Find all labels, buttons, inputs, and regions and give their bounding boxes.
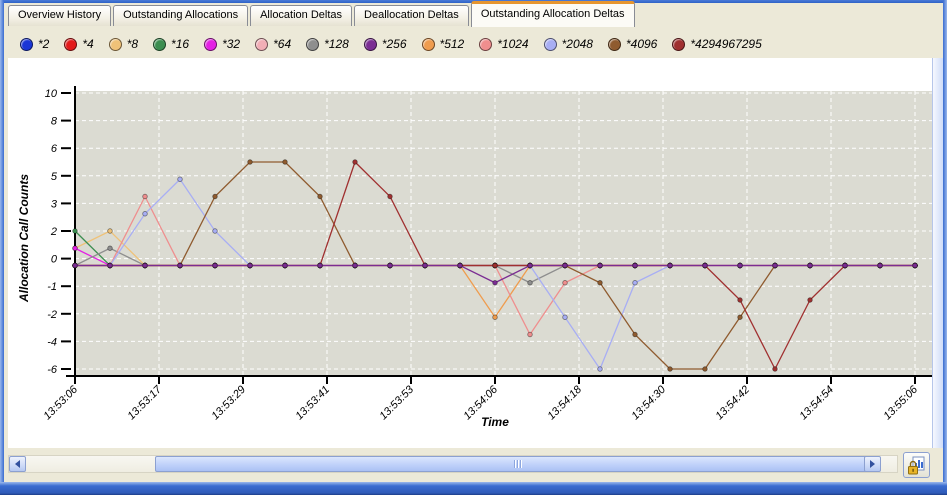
thumb-grip bbox=[517, 460, 518, 468]
window-border-bottom bbox=[0, 482, 947, 495]
tab-outstanding-allocations[interactable]: Outstanding Allocations bbox=[113, 5, 249, 26]
legend-color-dot bbox=[363, 37, 377, 51]
scrollbar-thumb[interactable] bbox=[155, 456, 880, 472]
legend-label: *4294967295 bbox=[690, 37, 762, 51]
legend-color-dot bbox=[255, 37, 269, 51]
tab-bar: Overview History Outstanding Allocations A… bbox=[8, 1, 933, 27]
scroll-right-button[interactable] bbox=[864, 456, 881, 472]
svg-text:-4: -4 bbox=[47, 336, 57, 348]
thumb-grip bbox=[514, 460, 515, 468]
legend-label: *32 bbox=[222, 37, 241, 51]
horizontal-scrollbar[interactable] bbox=[8, 455, 898, 473]
svg-text:-6: -6 bbox=[47, 364, 58, 376]
scroll-left-icon bbox=[15, 460, 20, 468]
legend-label: *16 bbox=[171, 37, 190, 51]
tab-outstanding-allocation-deltas[interactable]: Outstanding Allocation Deltas bbox=[470, 1, 635, 27]
svg-text:13:54:54: 13:54:54 bbox=[797, 384, 836, 423]
svg-text:2: 2 bbox=[50, 226, 57, 238]
legend-color-dot bbox=[108, 37, 122, 51]
legend-label: *4096 bbox=[625, 37, 658, 51]
tab-allocation-deltas[interactable]: Allocation Deltas bbox=[250, 5, 353, 26]
legend-item-32[interactable]: *32 bbox=[204, 37, 240, 51]
window-border-right bbox=[943, 0, 947, 495]
svg-text:-1: -1 bbox=[47, 281, 57, 293]
legend-item-4[interactable]: *4 bbox=[64, 37, 94, 51]
svg-text:8: 8 bbox=[51, 116, 58, 128]
series-256 bbox=[72, 262, 918, 286]
svg-text:13:53:06: 13:53:06 bbox=[41, 383, 80, 422]
svg-text:13:53:17: 13:53:17 bbox=[125, 383, 164, 422]
svg-text:13:53:53: 13:53:53 bbox=[377, 383, 416, 422]
svg-text:5: 5 bbox=[51, 171, 58, 183]
legend-color-dot bbox=[20, 37, 33, 51]
svg-text:13:54:42: 13:54:42 bbox=[713, 384, 752, 423]
scroll-right-icon bbox=[870, 460, 875, 468]
svg-text:10: 10 bbox=[45, 88, 58, 100]
legend-item-16[interactable]: *16 bbox=[153, 37, 189, 51]
legend-item-64[interactable]: *64 bbox=[255, 37, 291, 51]
svg-text:0: 0 bbox=[51, 254, 58, 266]
legend-color-dot bbox=[421, 37, 435, 51]
legend-label: *4 bbox=[82, 37, 94, 51]
legend-color-dot bbox=[204, 37, 218, 51]
legend-label: *128 bbox=[324, 37, 349, 51]
svg-text:13:55:06: 13:55:06 bbox=[881, 383, 920, 422]
legend-label: *2048 bbox=[561, 37, 593, 51]
legend-color-dot bbox=[153, 37, 167, 51]
padlock-chart-icon bbox=[908, 456, 925, 474]
legend-label: *2 bbox=[38, 37, 50, 51]
legend-color-dot bbox=[479, 37, 493, 51]
svg-text:-2: -2 bbox=[47, 309, 57, 321]
svg-text:13:53:29: 13:53:29 bbox=[209, 384, 248, 423]
window-border-left bbox=[0, 0, 4, 495]
legend-color-dot bbox=[607, 37, 621, 51]
axis-lock-button[interactable] bbox=[903, 452, 930, 478]
svg-text:13:54:18: 13:54:18 bbox=[545, 383, 584, 422]
chart-panel: 10 8 6 5 3 2 0 -1 -2 -4 -6 13:53:06 13:53:17 13:53:29… bbox=[8, 58, 939, 448]
legend-item-4096[interactable]: *4096 bbox=[607, 37, 658, 51]
svg-text:13:54:30: 13:54:30 bbox=[629, 383, 668, 422]
scroll-left-button[interactable] bbox=[9, 456, 26, 472]
axes bbox=[61, 86, 933, 384]
plot-area bbox=[75, 91, 933, 376]
thumb-grip bbox=[520, 460, 521, 468]
legend-color-dot bbox=[64, 37, 78, 51]
legend-label: *512 bbox=[439, 37, 465, 51]
legend-item-4294967295[interactable]: *4294967295 bbox=[672, 37, 762, 51]
legend-label: *8 bbox=[126, 37, 139, 51]
legend-color-dot bbox=[306, 37, 320, 51]
svg-text:13:53:41: 13:53:41 bbox=[293, 384, 332, 423]
legend-item-1024[interactable]: *1024 bbox=[479, 37, 529, 51]
legend-item-2[interactable]: *2 bbox=[20, 37, 49, 51]
chart-legend: *2 *4 *8 *16 *32 *64 *128 *256 *512 *1024 *2048 *40… bbox=[20, 33, 927, 55]
legend-item-128[interactable]: *128 bbox=[306, 37, 349, 51]
allocation-deltas-chart: 10 8 6 5 3 2 0 -1 -2 -4 -6 13:53:06 13:53:17 13:53:29… bbox=[17, 86, 933, 429]
legend-label: *256 bbox=[381, 37, 407, 51]
legend-color-dot bbox=[543, 37, 557, 51]
legend-color-dot bbox=[672, 37, 686, 51]
tab-overview-history[interactable]: Overview History bbox=[8, 5, 112, 26]
legend-item-512[interactable]: *512 bbox=[421, 37, 465, 51]
svg-text:6: 6 bbox=[51, 143, 58, 155]
legend-label: *1024 bbox=[497, 37, 529, 51]
vertical-scrollbar-track[interactable] bbox=[932, 58, 943, 448]
legend-item-8[interactable]: *8 bbox=[108, 37, 139, 51]
legend-label: *64 bbox=[273, 37, 292, 51]
gridlines bbox=[74, 91, 933, 376]
legend-item-2048[interactable]: *2048 bbox=[543, 37, 593, 51]
legend-item-256[interactable]: *256 bbox=[363, 37, 407, 51]
x-axis-title: Time bbox=[481, 415, 509, 429]
tab-deallocation-deltas[interactable]: Deallocation Deltas bbox=[354, 5, 469, 26]
y-tick-labels: 10 8 6 5 3 2 0 -1 -2 -4 -6 bbox=[45, 88, 58, 376]
svg-text:3: 3 bbox=[51, 198, 58, 210]
y-axis-title: Allocation Call Counts bbox=[17, 174, 31, 303]
